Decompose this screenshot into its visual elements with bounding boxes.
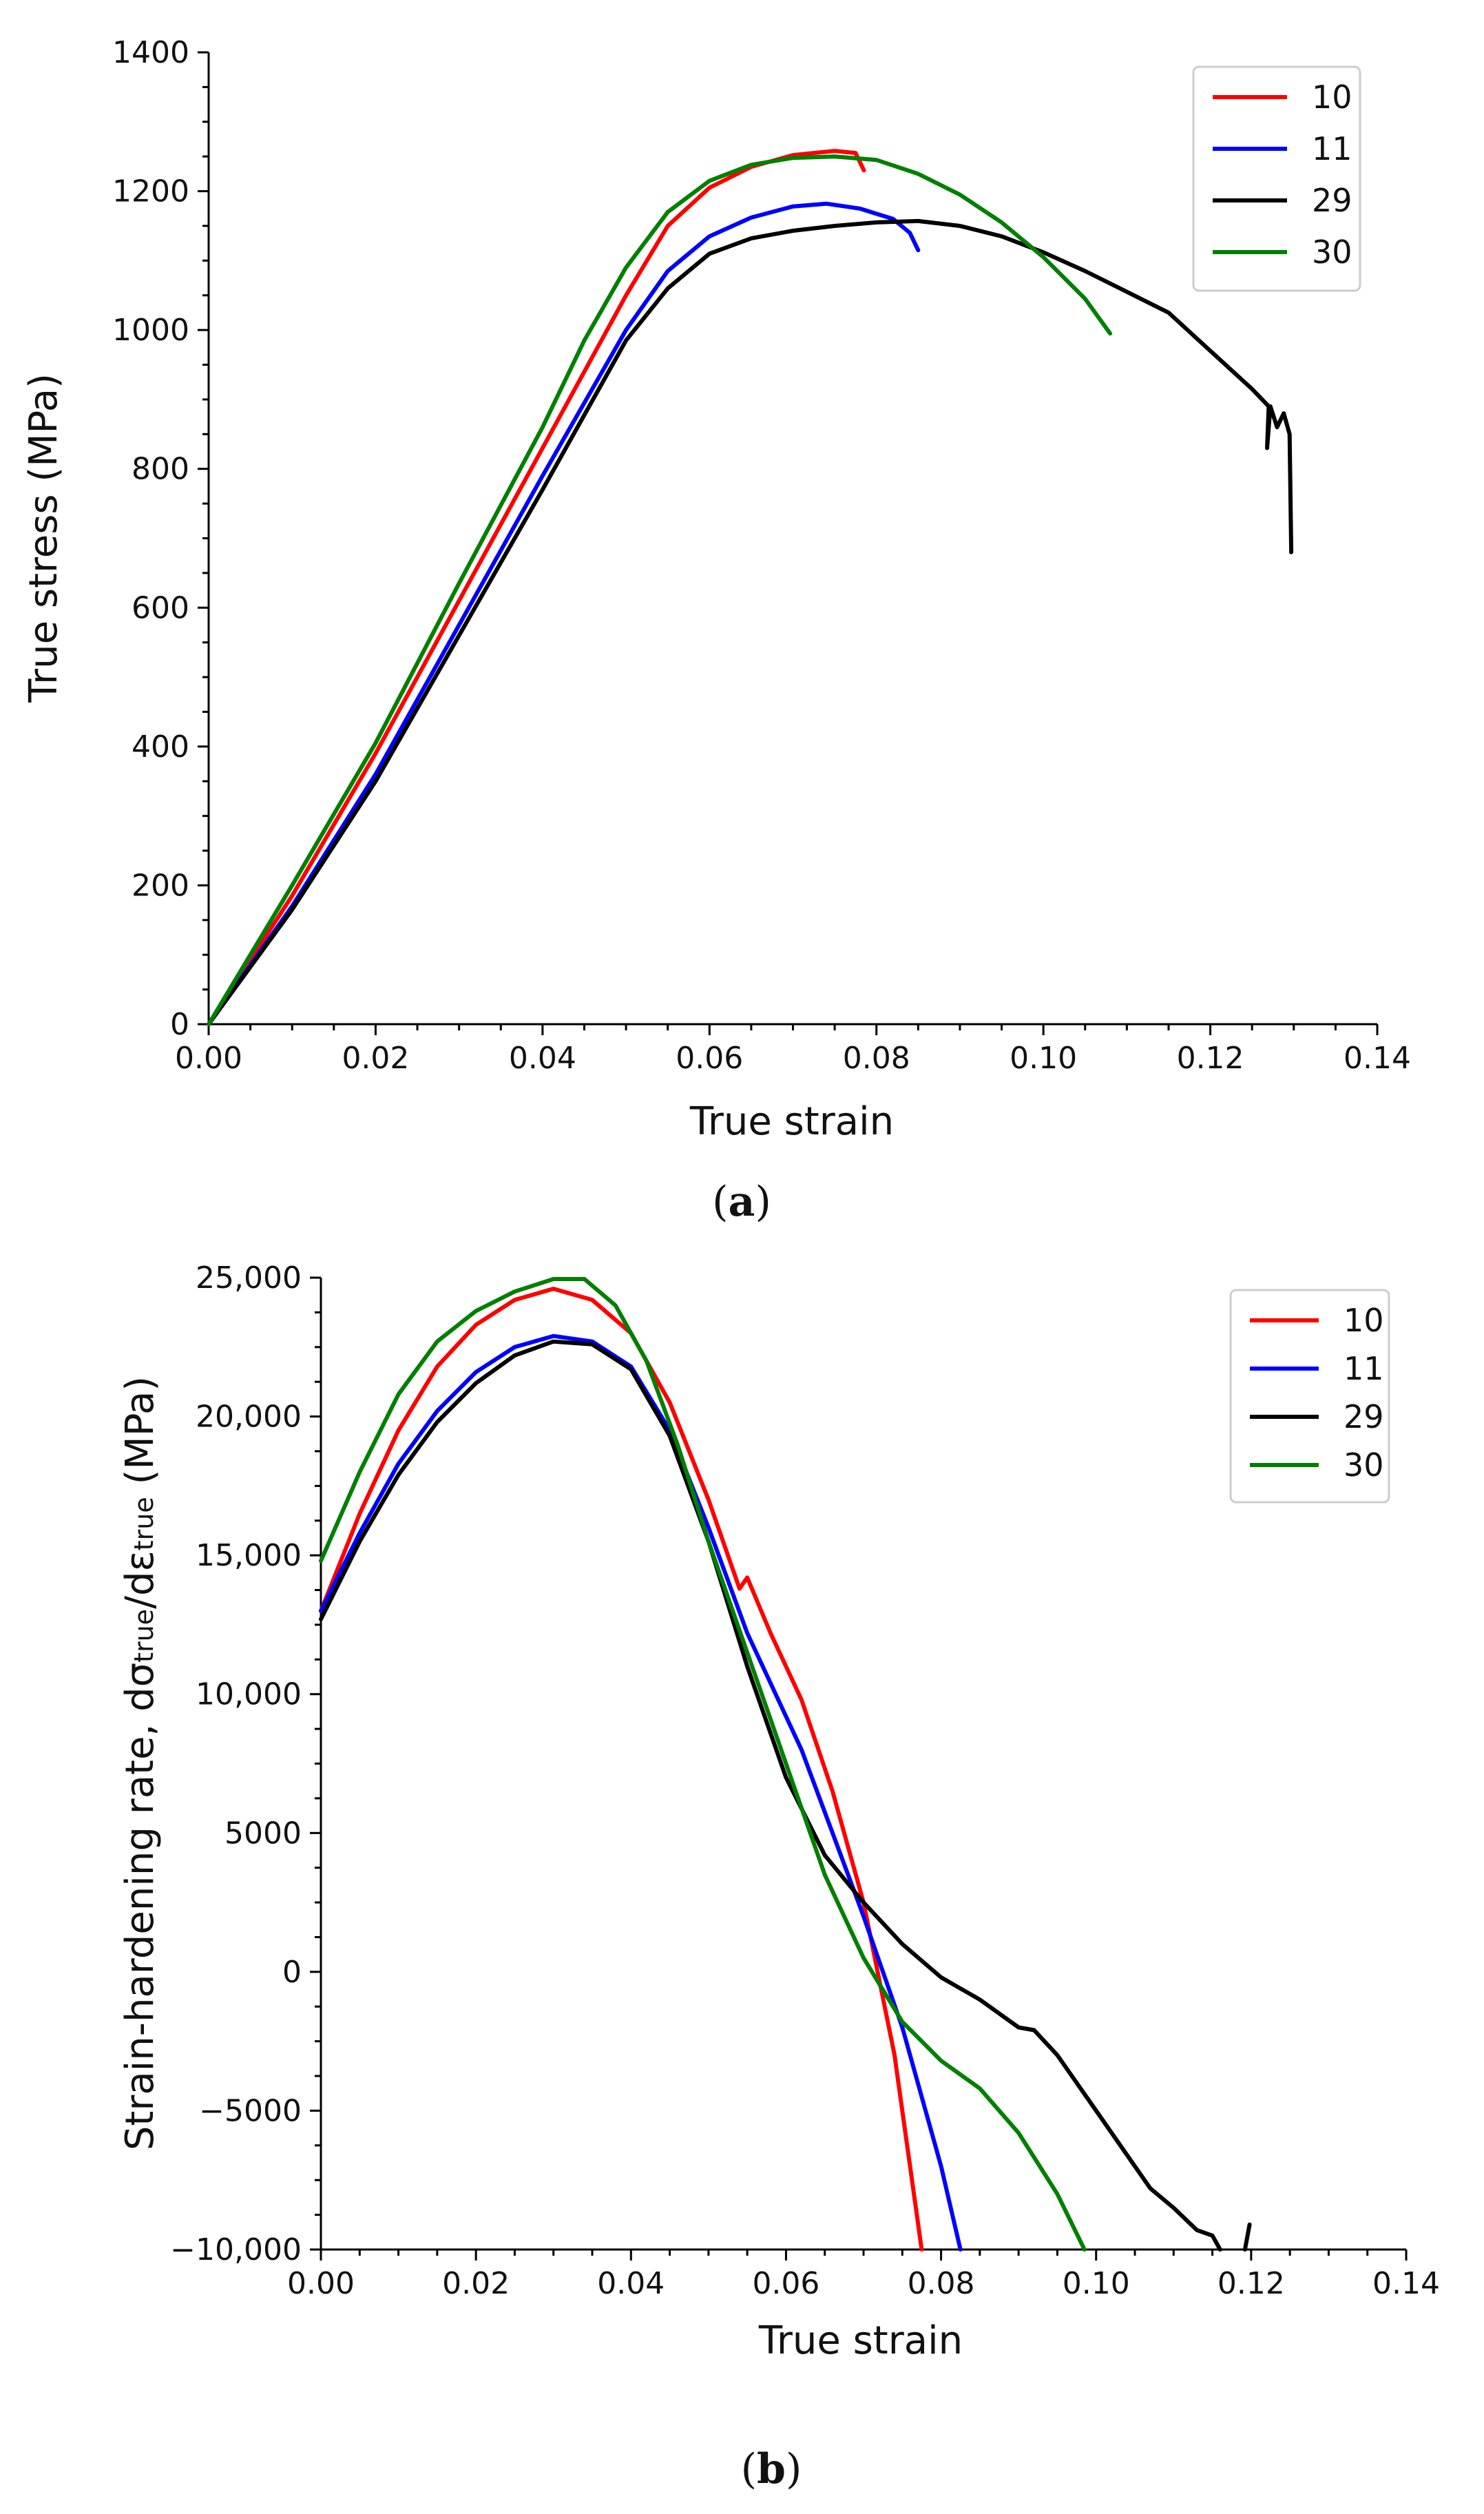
panel-a-y-tick-label: 1200 <box>112 174 189 209</box>
panel-a-legend-label-29: 29 <box>1312 182 1352 219</box>
panel-b-x-tick-label: 0.02 <box>442 2266 510 2301</box>
panel-a-series <box>207 149 1294 1026</box>
panel-b-y-tick-label: 10,000 <box>196 1677 302 1712</box>
panel-b-series-29 <box>319 1339 1222 2252</box>
panel-a-legend-label-10: 10 <box>1312 79 1352 116</box>
panel-b-strain-hardening-chart: 0.00 0.02 0.04 0.06 0.08 0.10 0.12 0.14 −10,000 −… <box>118 1260 1440 2363</box>
panel-a-y-tick-label: 1000 <box>112 313 189 348</box>
panel-b-y-tick-label: 15,000 <box>196 1538 302 1573</box>
caption-b: (b) <box>741 2445 802 2493</box>
panel-b-x-axis-title: True strain <box>758 2318 963 2363</box>
panel-b-x-tick-label: 0.00 <box>287 2266 355 2301</box>
panel-a-series-29 <box>207 218 1294 1026</box>
panel-b-series-29-tail <box>1242 2222 1252 2252</box>
panel-a-x-tick-label: 0.12 <box>1177 1041 1244 1076</box>
panel-a-legend: 10 11 29 30 <box>1192 65 1361 292</box>
panel-a-legend-label-30: 30 <box>1312 233 1352 271</box>
panel-b-series-11 <box>319 1333 963 2252</box>
panel-a-y-axis-title: True stress (MPa) <box>21 373 66 703</box>
panel-a-legend-label-11: 11 <box>1312 130 1352 167</box>
panel-b-y-tick-label: −5000 <box>199 2093 302 2128</box>
panel-a-x-tick-label: 0.06 <box>676 1041 743 1076</box>
panel-b-x-tick-label: 0.06 <box>752 2266 819 2301</box>
panel-a-series-30 <box>207 154 1113 1026</box>
panel-a-series-10 <box>207 149 866 1026</box>
panel-a-x-tick-label: 0.10 <box>1010 1041 1077 1076</box>
panel-a-x-tick-label: 0.08 <box>843 1041 910 1076</box>
panel-a-ticks: 0.00 0.02 0.04 0.06 0.08 0.10 0.12 0.14 0 200 400 6… <box>112 35 1411 1076</box>
panel-b-series-30 <box>319 1277 1087 2252</box>
panel-a-x-tick-label: 0.14 <box>1344 1041 1411 1076</box>
panel-a-y-tick-label: 0 <box>170 1007 189 1042</box>
panel-b-x-tick-label: 0.14 <box>1372 2266 1440 2301</box>
panel-b-y-axis-title: Strain-hardening rate, dσtrue/dεtrue (MP… <box>118 1376 163 2150</box>
panel-b-y-tick-label: 0 <box>282 1955 302 1990</box>
panel-b-legend-box <box>1229 1289 1390 1504</box>
panel-a-y-tick-label: 1400 <box>112 35 189 70</box>
panel-b-x-tick-label: 0.08 <box>908 2266 975 2301</box>
panel-a-y-tick-label: 400 <box>132 729 189 765</box>
panel-b-y-tick-label: −10,000 <box>170 2232 302 2267</box>
panel-a-x-tick-label: 0.00 <box>175 1041 242 1076</box>
panel-a-y-tick-label: 800 <box>132 452 189 487</box>
panel-b-legend-label-30: 30 <box>1344 1446 1384 1484</box>
panel-a-x-axis-title: True strain <box>689 1099 894 1144</box>
panel-a-y-tick-label: 200 <box>132 868 189 903</box>
panel-b-x-tick-label: 0.10 <box>1063 2266 1130 2301</box>
caption-a: (a) <box>712 1178 771 1226</box>
panel-a-series-11 <box>207 201 921 1026</box>
panel-a-legend-box <box>1192 65 1361 292</box>
panel-b-legend: 10 11 29 30 <box>1229 1289 1390 1504</box>
panel-b-y-tick-label: 25,000 <box>196 1260 302 1296</box>
panel-a-x-tick-label: 0.02 <box>342 1041 409 1076</box>
panel-a-x-tick-label: 0.04 <box>509 1041 576 1076</box>
panel-b-ticks: 0.00 0.02 0.04 0.06 0.08 0.10 0.12 0.14 −10,000 −… <box>170 1260 1440 2301</box>
panel-a-y-tick-label: 600 <box>132 590 189 625</box>
panel-b-x-tick-label: 0.12 <box>1217 2266 1285 2301</box>
panel-b-y-tick-label: 20,000 <box>196 1400 302 1435</box>
panel-b-series <box>319 1277 1252 2252</box>
panel-b-series-10 <box>319 1287 924 2252</box>
panel-a-stress-strain-chart: 0.00 0.02 0.04 0.06 0.08 0.10 0.12 0.14 0 200 400 6… <box>21 35 1411 1144</box>
panel-b-legend-label-10: 10 <box>1344 1302 1384 1339</box>
panel-b-legend-label-29: 29 <box>1344 1398 1384 1435</box>
panel-b-x-tick-label: 0.04 <box>597 2266 665 2301</box>
panel-b-y-tick-label: 5000 <box>224 1816 302 1851</box>
panel-b-legend-label-11: 11 <box>1344 1350 1384 1387</box>
